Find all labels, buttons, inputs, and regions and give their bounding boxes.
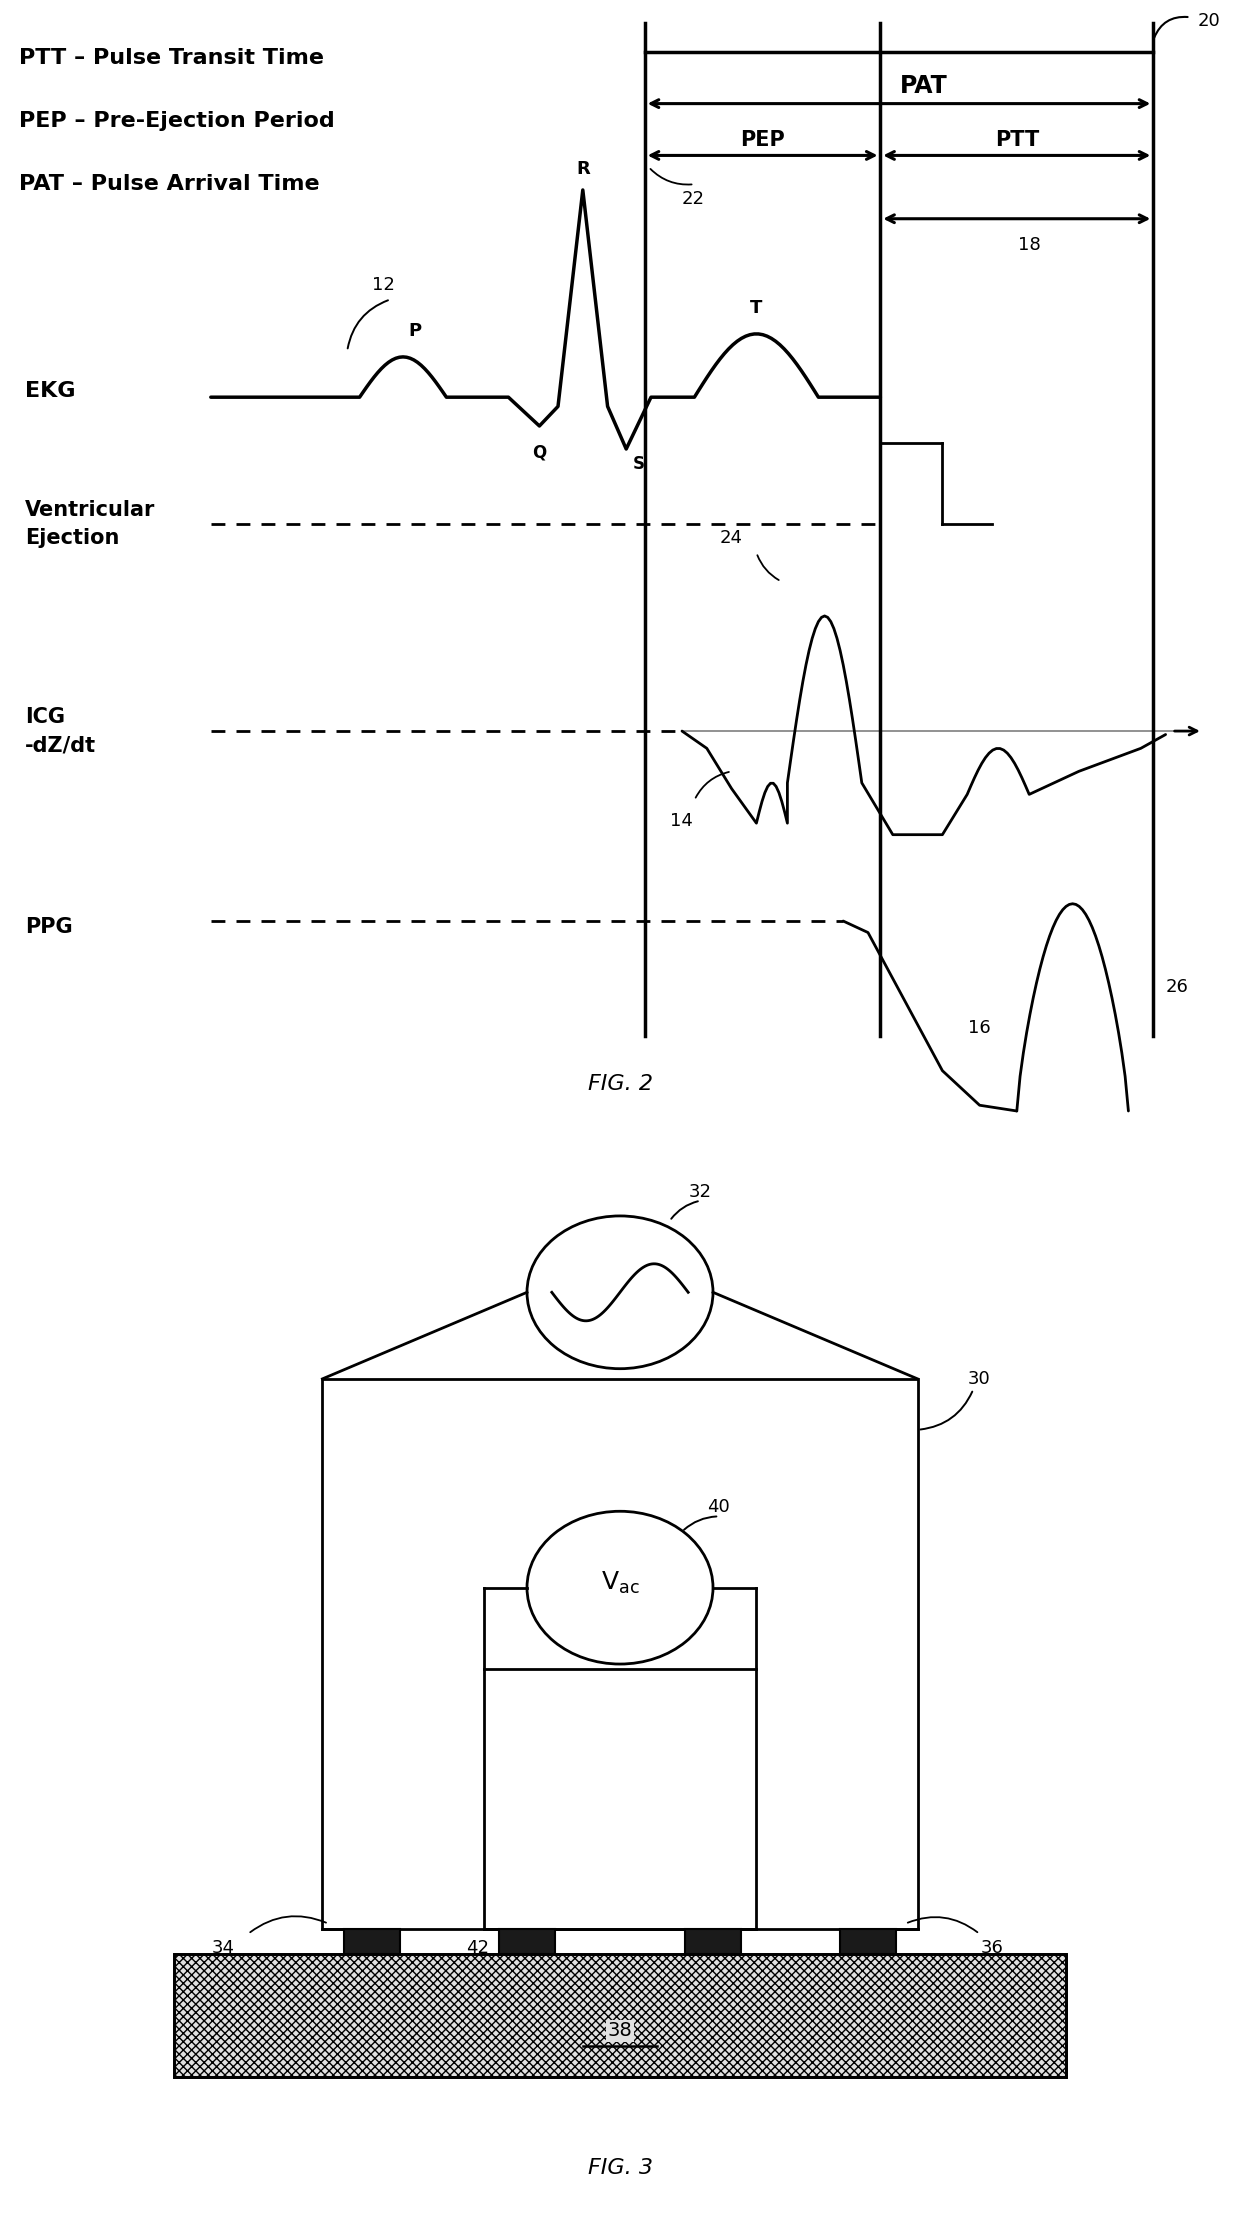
Text: EKG: EKG [25,381,76,401]
Text: 24: 24 [719,529,743,547]
Text: S: S [632,454,645,474]
Text: PAT – Pulse Arrival Time: PAT – Pulse Arrival Time [19,175,319,195]
Bar [484,1669,756,1928]
Text: R: R [575,159,590,179]
Text: 42: 42 [466,1939,489,1957]
Text: FIG. 2: FIG. 2 [588,1074,652,1094]
Text: 34: 34 [212,1939,234,1957]
Text: FIG. 3: FIG. 3 [588,2159,652,2179]
Bar [498,1928,556,1955]
Text: PTT – Pulse Transit Time: PTT – Pulse Transit Time [19,46,324,69]
Text: 20: 20 [1198,11,1220,29]
Text: 30: 30 [967,1370,990,1388]
Text: PPG: PPG [25,917,72,937]
Text: Q: Q [532,443,547,461]
Text: PAT: PAT [900,73,947,97]
Bar [841,1928,895,1955]
Bar [345,1928,399,1955]
Text: PEP: PEP [740,131,785,151]
Text: 26: 26 [1166,979,1188,996]
Text: 16: 16 [968,1018,991,1036]
Text: 18: 18 [1018,237,1040,255]
Text: PTT: PTT [994,131,1039,151]
Text: 12: 12 [372,275,394,294]
Text: $\mathregular{V_{ac}}$: $\mathregular{V_{ac}}$ [600,1570,640,1596]
Text: 22: 22 [682,190,706,208]
Bar [174,1955,1066,2077]
Bar [684,1928,742,1955]
Bar [322,1379,918,1928]
Text: P: P [409,321,422,339]
Text: ICG
-dZ/dt: ICG -dZ/dt [25,706,95,755]
Text: 36: 36 [981,1939,1003,1957]
Text: 40: 40 [707,1499,729,1517]
Text: 38: 38 [608,2021,632,2039]
Bar [174,1955,1066,2077]
Text: Ventricular
Ejection: Ventricular Ejection [25,500,155,547]
Text: PEP – Pre-Ejection Period: PEP – Pre-Ejection Period [19,111,335,131]
Text: 32: 32 [688,1182,712,1200]
Text: 44: 44 [714,1939,737,1957]
Text: T: T [750,299,763,317]
Text: 14: 14 [670,813,692,830]
